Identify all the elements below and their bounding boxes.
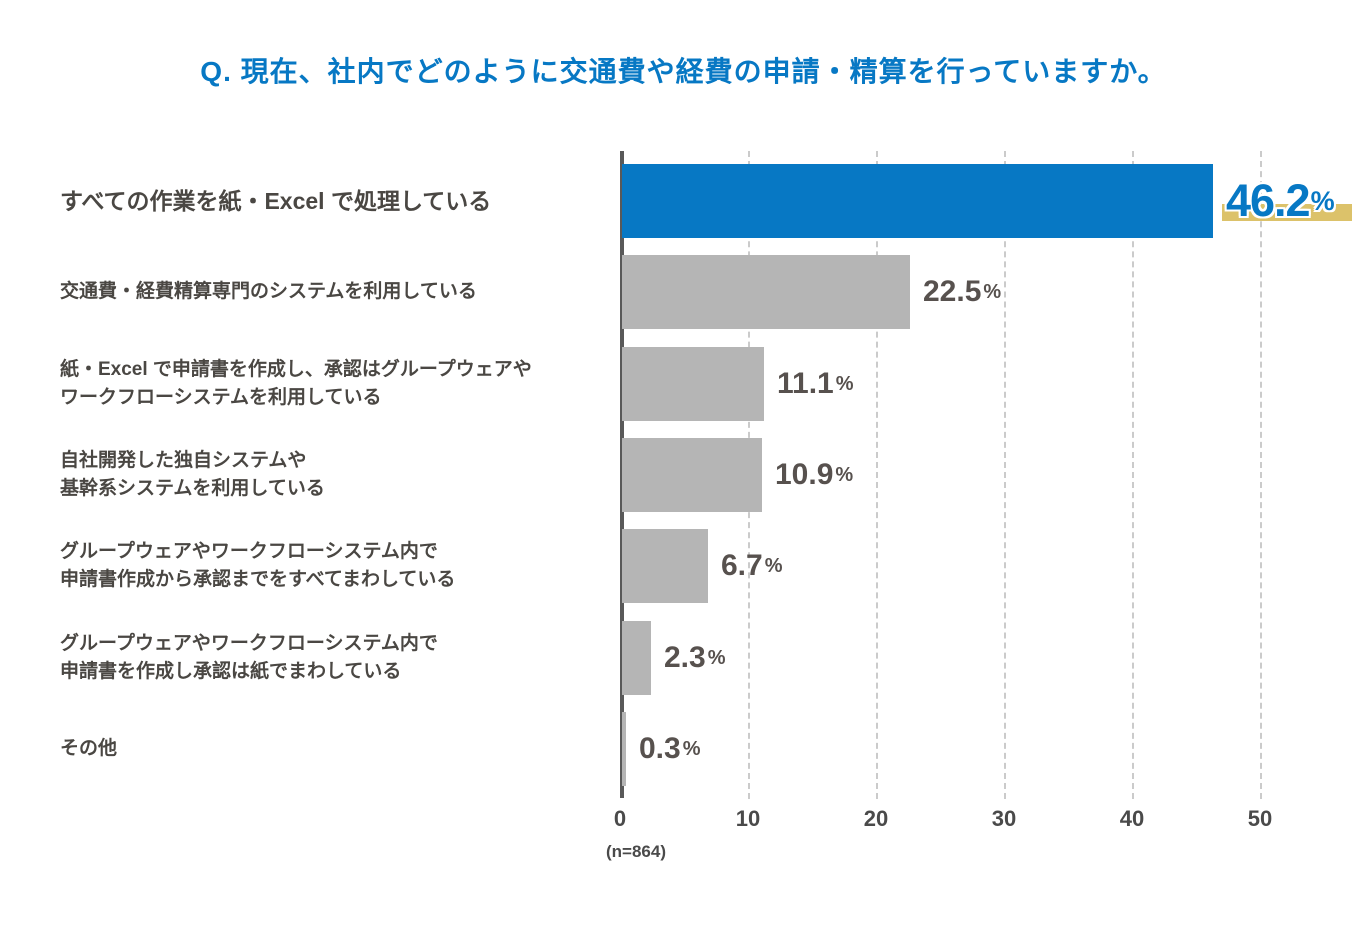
bar-label-line: 紙・Excel で申請書を作成し、承認はグループウェアや [60, 359, 532, 380]
percent-sign: % [835, 372, 854, 395]
gridline [1004, 151, 1006, 799]
value-number: 0.3 [639, 732, 681, 765]
percent-sign: % [707, 646, 726, 669]
percent-sign: % [764, 554, 783, 577]
bar-value-label: 46.2% [1222, 164, 1352, 238]
bar-label: 自社開発した独自システムや 基幹系システムを利用している [60, 438, 612, 512]
bar-label-line: 基幹系システムを利用している [60, 478, 325, 499]
bar-label-line: ワークフローシステムを利用している [60, 387, 382, 408]
chart-row: グループウェアやワークフローシステム内で 申請書作成から承認までをすべてまわしてい… [0, 529, 1367, 603]
x-tick-label: 0 [613, 806, 627, 831]
x-tick-label: 30 [991, 806, 1017, 831]
chart-row: 自社開発した独自システムや 基幹系システムを利用している 10.9% [0, 438, 1367, 512]
bar-value-label: 2.3% [664, 621, 726, 695]
bar-label: すべての作業を紙・Excel で処理している [60, 164, 612, 238]
bar-label: その他 [60, 712, 612, 786]
value-number: 46.2 [1226, 175, 1311, 226]
bar-label-line: グループウェアやワークフローシステム内で [60, 541, 438, 562]
sample-size-note: (n=864) [606, 842, 666, 861]
gridline [876, 151, 878, 799]
bar-label-line: 交通費・経費精算専門のシステムを利用している [60, 281, 477, 302]
bar [622, 621, 651, 695]
bar-label: 紙・Excel で申請書を作成し、承認はグループウェアや ワークフローシステムを利… [60, 347, 612, 421]
bar-label: グループウェアやワークフローシステム内で 申請書を作成し承認は紙でまわしている [60, 621, 612, 695]
chart-row: すべての作業を紙・Excel で処理している 46.2% [0, 164, 1367, 238]
bar-value-label: 10.9% [775, 438, 853, 512]
bar-label: グループウェアやワークフローシステム内で 申請書作成から承認までをすべてまわしてい… [60, 529, 612, 603]
value-number: 22.5 [923, 275, 982, 308]
value-highlight [1222, 204, 1352, 221]
value-number: 10.9 [775, 458, 834, 491]
bar-label-line: 自社開発した独自システムや [60, 450, 307, 471]
bar [622, 529, 708, 603]
bar-label-line: その他 [60, 738, 118, 759]
chart-row: 紙・Excel で申請書を作成し、承認はグループウェアや ワークフローシステムを利… [0, 347, 1367, 421]
bar-label-line: 申請書を作成し承認は紙でまわしている [60, 661, 402, 682]
gridline [1132, 151, 1134, 799]
bar-value-label: 22.5% [923, 255, 1001, 329]
x-tick-label: 40 [1119, 806, 1145, 831]
bar-value-label: 0.3% [639, 712, 701, 786]
bar-label: 交通費・経費精算専門のシステムを利用している [60, 255, 612, 329]
bar [622, 347, 764, 421]
value-number: 2.3 [664, 641, 706, 674]
value-number: 11.1 [777, 367, 834, 400]
bar [622, 255, 910, 329]
bar-label-line: 申請書作成から承認までをすべてまわしている [60, 569, 456, 590]
percent-sign: % [983, 280, 1002, 303]
bar-label-line: すべての作業を紙・Excel で処理している [60, 188, 492, 214]
bar-value-label: 11.1% [777, 347, 854, 421]
bar [622, 712, 626, 786]
chart-row: 交通費・経費精算専門のシステムを利用している 22.5% [0, 255, 1367, 329]
percent-sign: % [1310, 185, 1335, 216]
percent-sign: % [835, 463, 854, 486]
chart-row: その他 0.3% [0, 712, 1367, 786]
x-tick-label: 20 [863, 806, 889, 831]
bar [622, 438, 762, 512]
gridline [1260, 151, 1262, 799]
bar-value-label: 6.7% [721, 529, 783, 603]
chart-question-title: Q. 現在、社内でどのように交通費や経費の申請・精算を行っていますか。 [200, 56, 1167, 87]
value-number: 6.7 [721, 549, 763, 582]
x-tick-label: 10 [735, 806, 761, 831]
x-tick-label: 50 [1247, 806, 1273, 831]
bar [622, 164, 1213, 238]
percent-sign: % [682, 737, 701, 760]
bar-label-line: グループウェアやワークフローシステム内で [60, 633, 438, 654]
chart-row: グループウェアやワークフローシステム内で 申請書を作成し承認は紙でまわしている 2.… [0, 621, 1367, 695]
